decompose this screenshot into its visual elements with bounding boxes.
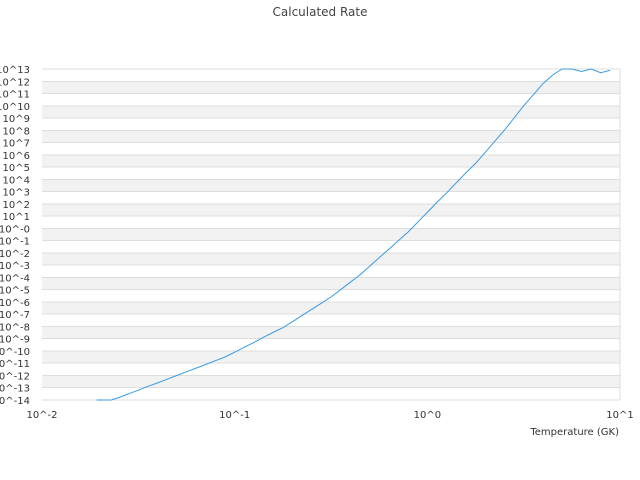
grid-band (42, 154, 620, 168)
grid-band (42, 105, 620, 119)
y-tick-label: 10^-13 (0, 384, 30, 395)
y-tick-label: 10^-6 (0, 298, 30, 309)
grid-band (42, 301, 620, 315)
grid-band (42, 252, 620, 266)
y-tick-label: 10^11 (0, 90, 30, 101)
y-tick-label: 10^-5 (0, 286, 30, 297)
x-tick-label: 10^-1 (219, 410, 250, 421)
y-tick-label: 10^6 (3, 151, 30, 162)
y-tick-label: 10^-14 (0, 396, 30, 407)
y-tick-label: 10^-10 (0, 347, 30, 358)
series-line (96, 68, 611, 401)
y-tick-label: 10^10 (0, 102, 30, 113)
grid-band (42, 277, 620, 290)
x-tick-label: 10^1 (606, 410, 633, 421)
y-tick-label: 10^-4 (0, 273, 30, 284)
y-tick-label: 10^-3 (0, 261, 30, 272)
grid-band (42, 203, 620, 217)
chart-title: Calculated Rate (273, 5, 368, 19)
grid-band (42, 81, 620, 94)
grid-band (42, 375, 620, 388)
y-tick-label: 10^-0 (0, 224, 30, 235)
y-tick-label: 10^7 (3, 139, 30, 150)
y-tick-label: 10^4 (3, 175, 30, 186)
y-tick-label: 10^13 (0, 65, 30, 76)
y-tick-label: 10^5 (3, 163, 30, 174)
y-tick-label: 10^8 (3, 126, 30, 137)
y-tick-label: 10^-7 (0, 310, 30, 321)
y-tick-label: 10^1 (3, 212, 30, 223)
grid-band (42, 326, 620, 339)
grid-band (42, 350, 620, 364)
y-tick-label: 10^-9 (0, 335, 30, 346)
x-tick-label: 10^0 (414, 410, 441, 421)
y-tick-label: 10^-2 (0, 249, 30, 260)
grid-band (42, 130, 620, 143)
y-tick-label: 10^9 (3, 114, 30, 125)
grid-band (42, 228, 620, 241)
x-axis-title: Temperature (GK) (529, 427, 619, 438)
y-tick-label: 10^-8 (0, 322, 30, 333)
y-tick-label: 10^-1 (0, 237, 30, 248)
y-tick-label: 10^-11 (0, 359, 30, 370)
y-tick-label: 10^3 (3, 188, 30, 199)
x-tick-label: 10^-2 (26, 410, 57, 421)
grid-band (42, 179, 620, 192)
y-tick-label: 10^-12 (0, 371, 30, 382)
y-tick-label: 10^12 (0, 77, 30, 88)
y-tick-label: 10^2 (3, 200, 30, 211)
